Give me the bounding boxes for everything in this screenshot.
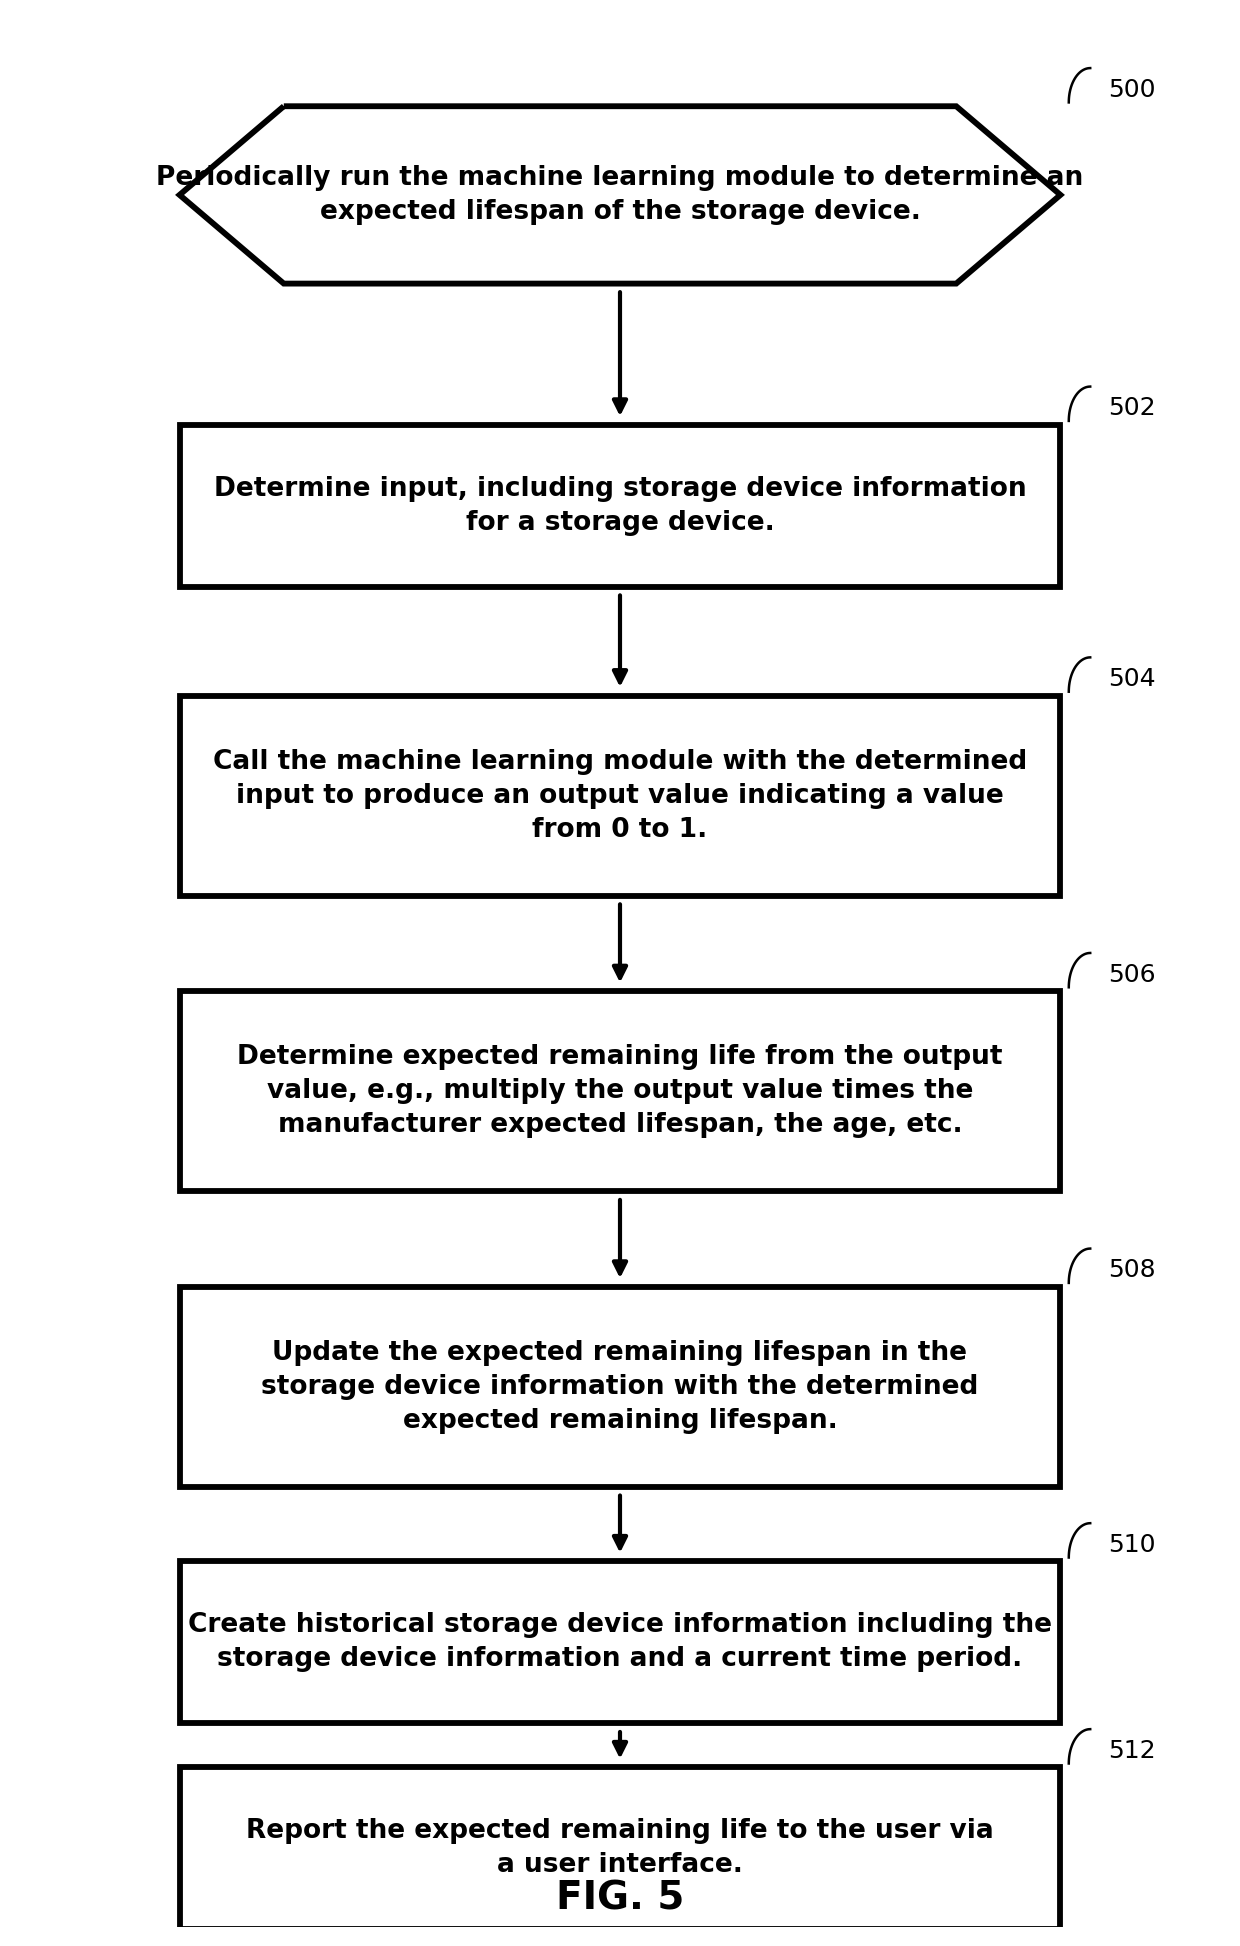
Text: 510: 510 [1109,1533,1156,1557]
Text: 506: 506 [1109,963,1156,987]
Text: Call the machine learning module with the determined
input to produce an output : Call the machine learning module with th… [213,749,1027,843]
Bar [180,424,1060,588]
Text: Determine expected remaining life from the output
value, e.g., multiply the outp: Determine expected remaining life from t… [237,1045,1003,1138]
Text: 508: 508 [1109,1259,1156,1282]
Bar [180,1286,1060,1487]
Text: Create historical storage device information including the
storage device inform: Create historical storage device informa… [188,1613,1052,1672]
Text: Report the expected remaining life to the user via
a user interface.: Report the expected remaining life to th… [246,1818,994,1878]
Bar [180,1767,1060,1928]
Text: 512: 512 [1109,1738,1156,1763]
Text: 504: 504 [1109,667,1156,691]
Polygon shape [180,107,1060,284]
Text: FIG. 5: FIG. 5 [556,1880,684,1917]
Text: Periodically run the machine learning module to determine an
expected lifespan o: Periodically run the machine learning mo… [156,165,1084,226]
Bar [180,1561,1060,1724]
Bar [180,695,1060,895]
Text: Update the expected remaining lifespan in the
storage device information with th: Update the expected remaining lifespan i… [262,1341,978,1434]
Text: 502: 502 [1109,397,1156,420]
Text: Determine input, including storage device information
for a storage device.: Determine input, including storage devic… [213,475,1027,535]
Text: 500: 500 [1109,78,1156,101]
Bar [180,991,1060,1191]
